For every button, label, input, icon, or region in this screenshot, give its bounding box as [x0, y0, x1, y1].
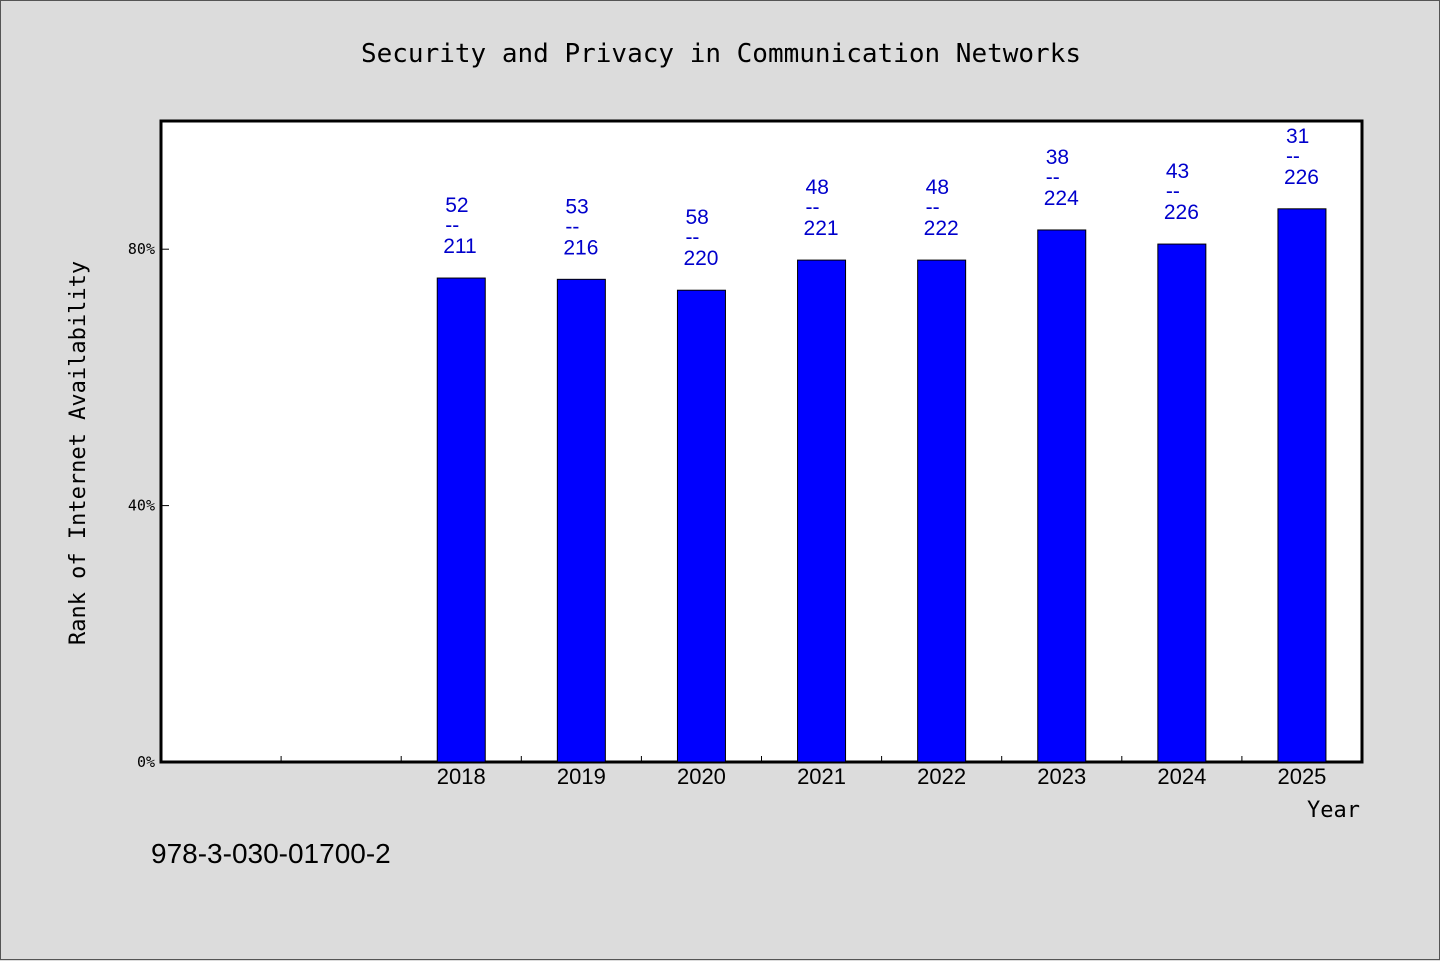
x-tick-label: 2018 [437, 764, 486, 789]
bar-2025 [1277, 208, 1327, 763]
data-label-top: 52 [445, 194, 468, 217]
x-tick-label: 2019 [557, 764, 606, 789]
bar-2023 [1037, 229, 1087, 763]
bar-2018 [436, 277, 486, 763]
x-axis-ticks: 2018 2019 2020 2021 2022 2023 2024 2025 [280, 756, 1326, 789]
data-label-bottom: 224 [1044, 187, 1079, 210]
data-labels-group: 52--21153--21658--22048--22148--22238--2… [443, 125, 1319, 270]
data-label-top: 58 [685, 206, 708, 229]
x-axis-label: Year [1307, 798, 1360, 823]
x-tick-label: 2023 [1037, 764, 1086, 789]
data-label-bottom: 220 [683, 247, 718, 270]
x-tick-label: 2022 [917, 764, 966, 789]
data-label-top: 43 [1166, 160, 1189, 183]
x-tick-label: 2024 [1157, 764, 1206, 789]
bar-2020 [676, 289, 726, 763]
data-label-top: 48 [806, 176, 829, 199]
data-label-separator: -- [685, 226, 699, 249]
bars-group [436, 208, 1327, 763]
data-label-top: 31 [1286, 125, 1309, 148]
data-label-separator: -- [565, 215, 579, 238]
data-label-separator: -- [926, 196, 940, 219]
bar-2021 [797, 259, 847, 763]
data-label-bottom: 226 [1164, 201, 1199, 224]
bar-2022 [917, 259, 967, 763]
data-label-bottom: 211 [443, 235, 476, 258]
data-label-top: 53 [565, 195, 588, 218]
x-tick-label: 2025 [1277, 764, 1326, 789]
data-label-separator: -- [806, 196, 820, 219]
x-tick-label: 2020 [677, 764, 726, 789]
chart-title: Security and Privacy in Communication Ne… [361, 39, 1081, 69]
y-tick-label: 40% [128, 497, 155, 515]
data-label-bottom: 221 [804, 217, 839, 240]
y-axis-ticks: 0% 40% 80% [128, 240, 169, 771]
y-tick-label: 0% [137, 753, 155, 771]
data-label-bottom: 216 [563, 236, 598, 259]
footer-isbn: 978-3-030-01700-2 [151, 838, 391, 869]
y-tick-label: 80% [128, 240, 155, 258]
bar-2019 [556, 278, 606, 763]
data-label-top: 38 [1046, 146, 1069, 169]
x-tick-label: 2021 [797, 764, 846, 789]
data-label-separator: -- [445, 214, 459, 237]
data-label-top: 48 [926, 176, 949, 199]
bar-2024 [1157, 243, 1207, 763]
data-label-separator: -- [1286, 145, 1300, 168]
data-label-bottom: 226 [1284, 166, 1319, 189]
data-label-separator: -- [1046, 166, 1060, 189]
data-label-separator: -- [1166, 180, 1180, 203]
data-label-bottom: 222 [924, 217, 959, 240]
y-axis-label: Rank of Internet Availability [66, 261, 91, 645]
